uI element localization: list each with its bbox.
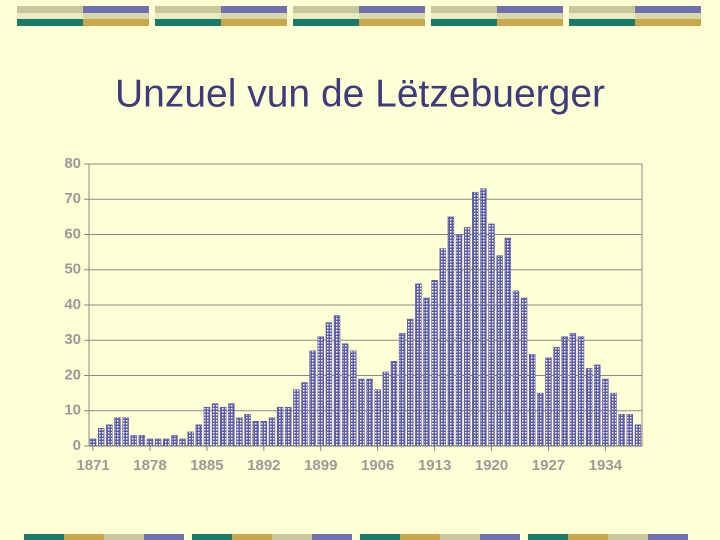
y-tick-label: 40: [64, 296, 81, 313]
bar: [154, 438, 162, 447]
bar: [602, 378, 609, 447]
top-decoration: [17, 6, 701, 26]
bar: [211, 403, 219, 447]
x-tick-label: 1920: [475, 457, 508, 474]
bar: [423, 297, 430, 447]
bar: [114, 417, 121, 447]
bar: [179, 438, 186, 447]
bar: [472, 191, 479, 447]
chart-title: Unzuel vun de Lëtzebuerger: [115, 72, 605, 115]
bar: [260, 421, 268, 447]
bar: [488, 223, 495, 447]
bar: [594, 364, 601, 447]
bar: [301, 382, 308, 447]
bar: [504, 237, 512, 447]
bar: [561, 336, 568, 447]
bar: [97, 428, 105, 447]
bar: [447, 216, 455, 447]
bar: [577, 336, 585, 447]
y-tick-label: 80: [64, 155, 81, 172]
x-tick-label: 1871: [76, 457, 109, 474]
bar: [333, 315, 341, 447]
bar: [138, 435, 146, 447]
bar: [341, 343, 349, 447]
bar: [130, 435, 137, 447]
bar: [309, 350, 316, 447]
bar: [382, 371, 390, 447]
bar: [195, 424, 203, 447]
bar: [455, 234, 463, 447]
bar: [585, 368, 593, 447]
bar: [618, 413, 625, 447]
bar: [520, 297, 528, 447]
bar: [480, 188, 487, 447]
bar: [431, 280, 438, 447]
bar: [163, 438, 170, 447]
y-tick-label: 60: [64, 225, 81, 242]
bar: [228, 403, 235, 447]
x-tick-label: 1878: [133, 457, 166, 474]
bar: [285, 406, 292, 447]
bar: [146, 438, 154, 447]
bottom-decoration: [24, 534, 688, 540]
bar: [553, 346, 560, 447]
bar: [187, 431, 194, 447]
y-tick-label: 10: [64, 402, 81, 419]
x-tick-label: 1934: [589, 457, 623, 474]
x-tick-label: 1892: [247, 457, 280, 474]
y-tick-label: 30: [64, 331, 81, 348]
bar: [219, 406, 227, 447]
bar: [634, 424, 642, 447]
x-tick-label: 1927: [532, 457, 565, 474]
bar: [366, 378, 373, 447]
bar: [545, 357, 552, 447]
bar: [569, 332, 577, 447]
bar: [626, 413, 634, 447]
bar: [236, 417, 243, 447]
bar: [512, 290, 520, 447]
y-tick-label: 50: [64, 261, 81, 278]
y-tick-label: 70: [64, 190, 81, 207]
bar: [203, 406, 211, 447]
y-tick-label: 20: [64, 366, 81, 383]
bar: [610, 392, 617, 447]
bar: [439, 248, 446, 447]
bar: [293, 389, 300, 447]
bar: [398, 332, 406, 447]
x-tick-label: 1913: [418, 457, 451, 474]
bar: [358, 378, 365, 447]
bar: [350, 350, 357, 447]
bar: [407, 318, 414, 447]
bar: [390, 361, 398, 447]
bar: [374, 389, 381, 447]
bar: [171, 435, 178, 447]
x-tick-label: 1906: [361, 457, 394, 474]
bar: [537, 392, 544, 447]
bar: [496, 255, 503, 447]
bar: [528, 354, 536, 447]
y-tick-label: 0: [73, 437, 81, 454]
x-tick-label: 1899: [304, 457, 337, 474]
bar: [89, 438, 97, 447]
bar: [106, 424, 113, 447]
bar: [252, 421, 259, 447]
bar: [276, 406, 284, 447]
bar: [325, 322, 333, 447]
bar: [122, 417, 129, 447]
bar: [268, 417, 276, 447]
bar: [244, 413, 251, 447]
bar: [463, 227, 471, 447]
x-tick-label: 1885: [190, 457, 223, 474]
bar: [317, 336, 324, 447]
bar: [415, 283, 422, 447]
